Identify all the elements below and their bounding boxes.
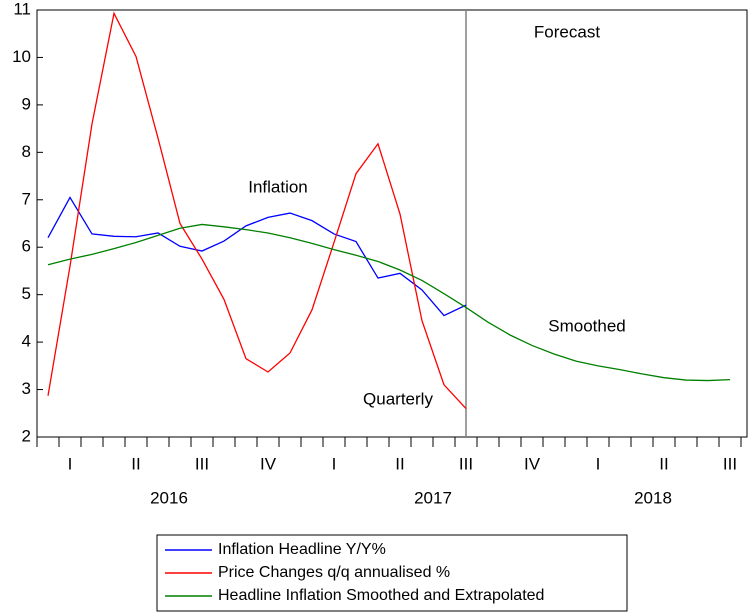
annotation: Inflation xyxy=(248,177,308,196)
legend-label: Inflation Headline Y/Y% xyxy=(218,541,386,558)
x-tick-label: II xyxy=(131,454,140,473)
x-tick-label: II xyxy=(395,454,404,473)
x-tick-label: III xyxy=(195,454,209,473)
y-tick-label: 3 xyxy=(22,379,31,398)
series-line xyxy=(47,11,467,409)
y-tick-label: 7 xyxy=(22,189,31,208)
annotation: Quarterly xyxy=(363,389,433,408)
y-tick-label: 8 xyxy=(22,142,31,161)
x-tick-label: I xyxy=(332,454,337,473)
annotation: Smoothed xyxy=(548,316,626,335)
y-tick-label: 9 xyxy=(22,94,31,113)
annotation: Forecast xyxy=(534,22,600,41)
series-line xyxy=(47,223,731,382)
x-tick-label: I xyxy=(596,454,601,473)
y-tick-label: 5 xyxy=(22,284,31,303)
plot-frame xyxy=(36,9,748,438)
y-tick-label: 4 xyxy=(22,332,31,351)
x-tick-label: III xyxy=(459,454,473,473)
legend-label: Headline Inflation Smoothed and Extrapol… xyxy=(218,587,544,604)
y-tick-label: 6 xyxy=(22,237,31,256)
x-tick-label: IV xyxy=(260,454,277,473)
x-tick-label: III xyxy=(723,454,737,473)
x-tick-label: IV xyxy=(524,454,541,473)
series-line xyxy=(47,196,467,317)
x-group-label: 2018 xyxy=(634,488,672,507)
x-tick-label: II xyxy=(659,454,668,473)
y-tick-label: 2 xyxy=(22,426,31,445)
x-group-label: 2016 xyxy=(150,488,188,507)
legend-box xyxy=(156,534,628,612)
y-tick-label: 10 xyxy=(12,47,31,66)
y-tick-label: 11 xyxy=(13,0,31,18)
legend-label: Price Changes q/q annualised % xyxy=(218,564,450,581)
x-group-label: 2017 xyxy=(414,488,452,507)
x-tick-label: I xyxy=(68,454,73,473)
